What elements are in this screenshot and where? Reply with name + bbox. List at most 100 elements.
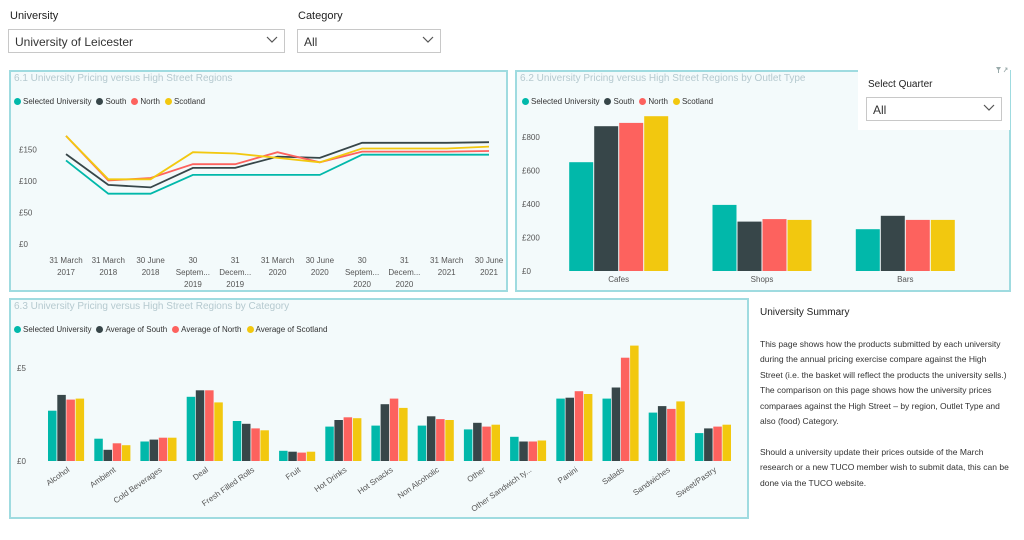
summary-title: University Summary (760, 307, 850, 318)
bar (103, 449, 112, 461)
y-tick-label: £800 (522, 133, 540, 142)
y-tick-label: £0 (17, 457, 26, 466)
bar (140, 441, 149, 461)
legend-label: Scotland (173, 97, 206, 106)
bar (620, 357, 630, 461)
chart-legend: Selected University South North Scotland (14, 97, 210, 106)
x-tick-label: 30 (188, 256, 197, 265)
university-filter-label: University (10, 10, 59, 22)
bar (426, 416, 436, 461)
x-tick-label: 31 March (261, 256, 294, 265)
x-tick-label: Fruit (284, 465, 303, 482)
bar (648, 412, 658, 461)
x-tick-label: 31 (400, 256, 409, 265)
university-summary: University Summary This page shows how t… (760, 305, 1010, 506)
x-tick-label: 31 March (430, 256, 463, 265)
y-tick-label: £400 (522, 200, 540, 209)
y-tick-label: £0 (19, 240, 28, 249)
bar (537, 440, 547, 461)
x-tick-label: Cold Beverages (112, 465, 164, 505)
category-dropdown-value: All (304, 35, 318, 49)
bar (569, 162, 594, 271)
bar (232, 421, 242, 461)
legend-item: Average of South (96, 325, 167, 334)
quarter-dropdown[interactable]: All (866, 97, 1002, 121)
x-tick-label: Alcohol (45, 465, 72, 488)
bar (556, 398, 565, 461)
bar (380, 404, 390, 461)
bar (149, 439, 159, 461)
legend-item: Scotland (672, 97, 714, 106)
legend-item: North (639, 97, 668, 106)
bar (880, 215, 905, 271)
bar (583, 394, 593, 461)
summary-paragraph: This page shows how the products submitt… (760, 338, 1007, 427)
x-tick-label: Decem... (388, 268, 420, 277)
bar (619, 122, 644, 272)
chart-title: 6.1 University Pricing versus High Stree… (14, 73, 233, 84)
x-tick-label: Other (465, 465, 487, 484)
x-tick-label: Sandwiches (631, 465, 672, 497)
bar (436, 419, 445, 461)
bar (66, 399, 75, 461)
x-tick-label: 31 (231, 256, 240, 265)
x-tick-label: 2020 (311, 268, 329, 277)
series-line (65, 141, 490, 189)
filter-icon[interactable] (995, 66, 1009, 74)
bar (463, 429, 473, 461)
x-tick-label: 30 (358, 256, 367, 265)
bar (762, 219, 787, 271)
category-bar-chart-panel: 6.3 University Pricing versus High Stree… (9, 298, 749, 519)
x-tick-label: 30 June (136, 256, 165, 265)
quarter-slicer: Select Quarter All (858, 67, 1010, 130)
bar (288, 451, 297, 461)
bar (630, 345, 639, 461)
bar (445, 420, 454, 461)
chevron-down-icon (983, 104, 995, 111)
x-tick-label: 2021 (438, 268, 456, 277)
bar (855, 229, 880, 271)
line-chart: £0 £50 £100 £150 31 March 2017 31 March 2018 30 … (19, 135, 504, 289)
x-tick-label: Bars (897, 275, 913, 284)
bar (279, 450, 288, 461)
bar (352, 418, 362, 461)
category-dropdown[interactable]: All (297, 29, 441, 53)
bar (94, 438, 103, 461)
bar (519, 441, 528, 461)
x-tick-label: 2020 (353, 280, 371, 289)
bar (565, 397, 574, 461)
x-tick-label: 2020 (396, 280, 414, 289)
bar (112, 443, 122, 461)
bar (574, 391, 584, 461)
bar (657, 406, 667, 461)
x-tick-label: Hot Drinks (313, 465, 349, 494)
bar (399, 407, 408, 461)
x-tick-label: Shops (751, 275, 774, 284)
x-tick-label: 2021 (480, 268, 498, 277)
bar (389, 398, 399, 461)
x-tick-label: Sweet/Pastry (674, 465, 718, 499)
legend-item: Scotland (164, 97, 206, 106)
x-tick-label: Hot Snacks (356, 465, 395, 496)
legend-label: Scotland (681, 97, 714, 106)
bar (694, 433, 704, 461)
bar (205, 390, 214, 461)
legend-item: Selected University (522, 97, 599, 106)
line-chart-panel: 6.1 University Pricing versus High Stree… (9, 70, 508, 292)
x-tick-label: 30 June (475, 256, 504, 265)
university-dropdown-value: University of Leicester (15, 35, 134, 49)
legend-label: South (105, 97, 127, 106)
chart-legend: Selected University Average of South Ave… (14, 325, 332, 334)
bar (905, 219, 930, 271)
y-tick-label: £100 (19, 177, 37, 186)
bar (306, 451, 316, 461)
bar (417, 425, 427, 461)
series-line (65, 135, 490, 181)
legend-item: South (96, 97, 126, 106)
chevron-down-icon (422, 36, 434, 43)
bar (602, 398, 611, 461)
x-tick-label: 2020 (269, 268, 287, 277)
university-dropdown[interactable]: University of Leicester (8, 29, 285, 53)
bar (334, 420, 343, 461)
